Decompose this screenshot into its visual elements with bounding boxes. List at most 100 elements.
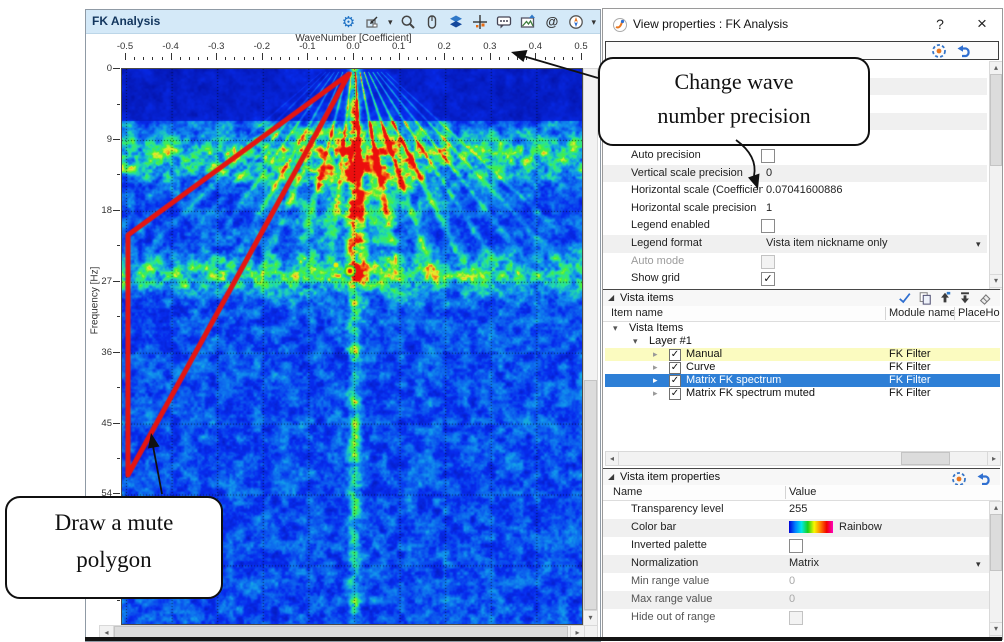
- pick-crosshair-icon[interactable]: [471, 14, 488, 31]
- property-value[interactable]: 0.07041600886: [766, 184, 842, 196]
- tree-item-label[interactable]: Manual: [686, 348, 722, 361]
- fit-view-icon[interactable]: [364, 14, 381, 31]
- item-property-row[interactable]: Transparency level255: [603, 501, 989, 519]
- fk-scroll-down-icon[interactable]: ▾: [583, 610, 598, 626]
- property-checkbox[interactable]: ✓: [761, 272, 775, 286]
- item-property-value[interactable]: Rainbow: [839, 521, 882, 533]
- x-minor-tick: [545, 57, 546, 60]
- zoom-magnifier-icon[interactable]: [399, 14, 416, 31]
- grid-scroll-up-icon[interactable]: ▴: [989, 61, 1003, 75]
- compass-dropdown-icon[interactable]: ▾: [591, 17, 596, 27]
- iprops-scroll-up-icon[interactable]: ▴: [989, 501, 1003, 515]
- grid-scroll-down-icon[interactable]: ▾: [989, 274, 1003, 288]
- col-name[interactable]: Name: [613, 486, 642, 498]
- item-property-checkbox[interactable]: [789, 539, 803, 553]
- close-button[interactable]: ×: [973, 14, 991, 34]
- vista-item-properties-header[interactable]: ◢ Vista item properties: [603, 468, 1000, 486]
- tree-item-label[interactable]: Matrix FK spectrum: [686, 374, 781, 387]
- help-button[interactable]: ?: [931, 16, 949, 32]
- tree-row-matrix-fk-spectrum[interactable]: ▸✓Matrix FK spectrumFK Filter: [605, 374, 1000, 387]
- layers-icon[interactable]: [447, 14, 464, 31]
- x-tick-label: 0.0: [338, 41, 368, 52]
- property-row[interactable]: Auto mode: [603, 253, 987, 271]
- fk-vscrollbar-thumb[interactable]: [584, 380, 597, 610]
- iprops-vscrollbar-thumb[interactable]: [990, 514, 1002, 571]
- tree-expander-icon[interactable]: ▸: [653, 348, 658, 361]
- col-item-name[interactable]: Item name: [611, 307, 663, 319]
- screenshot-root: FK Analysis ⚙▾@▾ WaveNumber [Coefficient…: [0, 0, 1004, 642]
- tree-item-label[interactable]: Matrix FK spectrum muted: [686, 387, 815, 400]
- tree-expander-icon[interactable]: ▸: [653, 374, 658, 387]
- check-blue-icon[interactable]: [898, 291, 912, 305]
- item-property-row[interactable]: Max range value0: [603, 591, 989, 609]
- tree-expander-icon[interactable]: ▸: [653, 361, 658, 374]
- grid-vscrollbar-thumb[interactable]: [990, 74, 1002, 166]
- tree-item-label[interactable]: Curve: [686, 361, 715, 374]
- property-row[interactable]: Vertical scale precision0: [603, 165, 987, 183]
- item-property-row[interactable]: Min range value0: [603, 573, 989, 591]
- fit-view-dropdown-icon[interactable]: ▾: [388, 17, 393, 27]
- tree-item-checkbox[interactable]: ✓: [669, 375, 681, 387]
- property-row[interactable]: Auto precision: [603, 147, 987, 165]
- tree-row-curve[interactable]: ▸✓CurveFK Filter: [605, 361, 1000, 374]
- tree-row-vista-items[interactable]: ▾ Vista Items: [605, 322, 1000, 335]
- tree-scroll-right-icon[interactable]: ▸: [987, 451, 1001, 466]
- property-row[interactable]: Horizontal scale (Coefficien0.0704160088…: [603, 182, 987, 200]
- property-checkbox[interactable]: [761, 219, 775, 233]
- undo-icon[interactable]: [955, 42, 972, 59]
- property-value[interactable]: 1: [766, 202, 772, 214]
- tree-item-checkbox[interactable]: ✓: [669, 388, 681, 400]
- col-placeholder[interactable]: PlaceHo: [958, 307, 1000, 319]
- tree-item-label[interactable]: Layer #1: [649, 335, 692, 348]
- tree-item-checkbox[interactable]: ✓: [669, 349, 681, 361]
- item-property-value[interactable]: 0: [789, 575, 795, 587]
- item-property-row[interactable]: NormalizationMatrix▾: [603, 555, 989, 573]
- item-property-value[interactable]: 255: [789, 503, 807, 515]
- compass-icon[interactable]: [567, 14, 584, 31]
- settings-gear-icon[interactable]: ⚙: [340, 14, 357, 31]
- measure-at-icon[interactable]: @: [543, 14, 560, 31]
- property-row[interactable]: Horizontal scale precision1: [603, 200, 987, 218]
- item-property-value[interactable]: Matrix: [789, 557, 819, 569]
- property-value[interactable]: 0: [766, 167, 772, 179]
- item-property-row[interactable]: Hide out of range: [603, 609, 989, 627]
- tree-hscrollbar-thumb[interactable]: [901, 452, 950, 465]
- tree-row-matrix-fk-spectrum-muted[interactable]: ▸✓Matrix FK spectrum mutedFK Filter: [605, 387, 1000, 400]
- item-property-value[interactable]: 0: [789, 593, 795, 605]
- property-row[interactable]: Legend formatVista item nickname only▾: [603, 235, 987, 253]
- eraser-icon[interactable]: [978, 291, 992, 305]
- property-row[interactable]: Legend enabled: [603, 217, 987, 235]
- property-value[interactable]: Vista item nickname only: [766, 237, 887, 249]
- column-divider[interactable]: [785, 486, 786, 499]
- item-property-row[interactable]: Inverted palette: [603, 537, 989, 555]
- column-divider[interactable]: [885, 307, 886, 320]
- export-image-icon[interactable]: [519, 14, 536, 31]
- import-up-icon[interactable]: [938, 291, 952, 305]
- col-value[interactable]: Value: [789, 486, 816, 498]
- tree-expander-icon[interactable]: ▾: [633, 335, 638, 348]
- vista-items-header[interactable]: ◢ Vista items: [603, 289, 1000, 307]
- property-row[interactable]: Show grid✓: [603, 270, 987, 288]
- property-checkbox[interactable]: [761, 149, 775, 163]
- col-module-name[interactable]: Module name: [889, 307, 956, 319]
- mouse-mode-icon[interactable]: [423, 14, 440, 31]
- comment-bubble-icon[interactable]: [495, 14, 512, 31]
- insert-down-icon[interactable]: [958, 291, 972, 305]
- tree-expander-icon[interactable]: ▸: [653, 387, 658, 400]
- tree-row-manual[interactable]: ▸✓ManualFK Filter: [605, 348, 1000, 361]
- tree-row-layer-1[interactable]: ▾ Layer #1: [605, 335, 1000, 348]
- panel-title: View properties : FK Analysis: [633, 17, 788, 31]
- sync-target-icon[interactable]: [930, 42, 947, 59]
- dropdown-caret-icon[interactable]: ▾: [976, 559, 981, 570]
- dropdown-caret-icon[interactable]: ▾: [976, 239, 981, 250]
- x-minor-tick: [225, 57, 226, 60]
- iprops-scroll-down-icon[interactable]: ▾: [989, 622, 1003, 636]
- item-property-row[interactable]: Color barRainbow: [603, 519, 989, 537]
- tree-scroll-left-icon[interactable]: ◂: [605, 451, 619, 466]
- column-divider[interactable]: [954, 307, 955, 320]
- tree-expander-icon[interactable]: ▾: [613, 322, 618, 335]
- tree-item-checkbox[interactable]: ✓: [669, 362, 681, 374]
- tree-item-label[interactable]: Vista Items: [629, 322, 683, 335]
- colorbar-swatch[interactable]: [789, 521, 833, 533]
- copy-items-icon[interactable]: [918, 291, 932, 305]
